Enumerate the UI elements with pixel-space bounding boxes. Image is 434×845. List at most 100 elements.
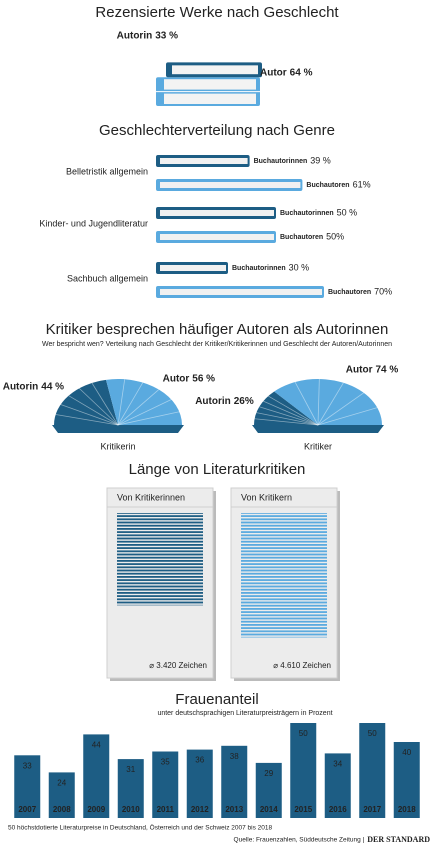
x-tick-label: 2009: [87, 805, 105, 814]
page-edge: [259, 406, 319, 426]
series-label: Buchautorinnen: [280, 210, 334, 217]
page-edge: [68, 395, 119, 426]
bar: [324, 753, 351, 818]
series-label: Buchautorinnen: [254, 158, 308, 165]
bar: [117, 759, 144, 818]
brand: DER STANDARD: [367, 835, 430, 844]
page-edge: [91, 382, 119, 426]
book-pages: [160, 210, 274, 216]
value-label: 40: [402, 748, 411, 757]
series-label: Autor: [346, 365, 373, 376]
page-edge: [117, 411, 180, 426]
page-edge: [55, 414, 119, 426]
book-pages: [164, 79, 256, 90]
book-pages: [160, 265, 226, 271]
page-edge: [317, 382, 344, 426]
x-tick-label: 2013: [225, 805, 243, 814]
series-label: Autor: [260, 68, 287, 79]
category-label: Sachbuch allgemein: [67, 273, 148, 283]
series-label: Buchautorinnen: [232, 265, 286, 272]
value-label: 26%: [234, 396, 254, 407]
bar: [48, 772, 75, 818]
bar: [83, 734, 110, 818]
value-label: 29: [264, 769, 273, 778]
value-label: 61%: [353, 179, 371, 189]
value-label: 34: [333, 760, 342, 769]
page-fan: [54, 379, 118, 425]
value-label: 35: [161, 758, 170, 767]
series-label: Autorin: [117, 31, 153, 42]
page-edge: [317, 378, 320, 426]
bar: [186, 749, 213, 818]
value-label: 38: [230, 752, 239, 761]
page-edge: [79, 388, 119, 426]
section-title: Rezensierte Werke nach Geschlecht: [95, 4, 339, 21]
value-label: 36: [195, 756, 204, 765]
value-label: 64 %: [290, 68, 313, 79]
page-fan: [274, 379, 382, 425]
x-tick-label: 2012: [191, 805, 209, 814]
bar: [152, 751, 179, 818]
page-edge: [117, 379, 126, 426]
text-lines: [241, 513, 327, 638]
page-edge: [294, 381, 319, 426]
section-title: Frauenanteil: [175, 691, 258, 708]
x-tick-label: 2011: [157, 805, 175, 814]
section-subtitle: unter deutschsprachigen Literaturpreistr…: [157, 710, 332, 717]
page-edge: [117, 389, 160, 426]
page-edge: [117, 382, 144, 426]
x-tick-label: 2014: [260, 805, 278, 814]
page-edge: [256, 412, 319, 426]
section-title: Kritiker besprechen häufiger Autoren als…: [46, 321, 389, 338]
page-edge: [268, 395, 319, 426]
bar: [393, 742, 420, 818]
text-lines: [117, 513, 203, 606]
series-label: Autorin: [195, 396, 231, 407]
value-label: 24: [57, 779, 66, 788]
x-tick-label: 2016: [329, 805, 347, 814]
book-cover: [252, 425, 384, 433]
bar: [290, 723, 317, 818]
box-title: Von Kritikerinnen: [117, 492, 185, 502]
footnote: 50 höchstdotierte Literaturpreise in Deu…: [8, 824, 273, 832]
page-fan: [254, 391, 318, 425]
x-tick-label: 2010: [122, 805, 140, 814]
book-cover: [52, 425, 184, 433]
value-label: 39 %: [310, 155, 331, 165]
bar: [255, 762, 282, 818]
page-edge: [263, 400, 319, 426]
page-edge: [317, 407, 378, 426]
x-tick-label: 2008: [53, 805, 71, 814]
section-title: Geschlechterverteilung nach Genre: [99, 122, 335, 139]
series-label: Buchautoren: [328, 289, 371, 296]
value-label: 44: [92, 741, 101, 750]
page-edge: [254, 418, 319, 426]
page-edge: [60, 404, 119, 426]
bar: [14, 755, 41, 818]
book-pages: [164, 93, 256, 104]
category-label: Kritikerin: [100, 441, 135, 451]
section-subtitle: Wer bespricht wen? Verteilung nach Gesch…: [42, 341, 392, 348]
bar: [359, 723, 386, 818]
x-tick-label: 2018: [398, 805, 416, 814]
bar: [221, 745, 248, 818]
value-label: 50 %: [337, 207, 358, 217]
x-tick-label: 2007: [18, 805, 36, 814]
x-tick-label: 2017: [363, 805, 381, 814]
value-label: 70%: [374, 286, 392, 296]
book-pages: [160, 182, 301, 188]
value-label: 31: [126, 765, 135, 774]
book-pages: [160, 234, 274, 240]
category-label: Kinder- und Jugendliteratur: [39, 218, 148, 228]
x-tick-label: 2015: [294, 805, 312, 814]
page-edge: [117, 399, 172, 426]
value-label: 33: [23, 761, 32, 770]
series-label: Autorin: [3, 381, 39, 392]
book-pages: [160, 158, 248, 164]
series-label: Buchautoren: [306, 182, 349, 189]
value-label: ⌀ 3.420 Zeichen: [149, 661, 207, 670]
page-edge: [317, 392, 364, 426]
source: Quelle: Frauenzahlen, Süddeutsche Zeitun…: [234, 837, 365, 844]
value-label: 44 %: [41, 381, 64, 392]
